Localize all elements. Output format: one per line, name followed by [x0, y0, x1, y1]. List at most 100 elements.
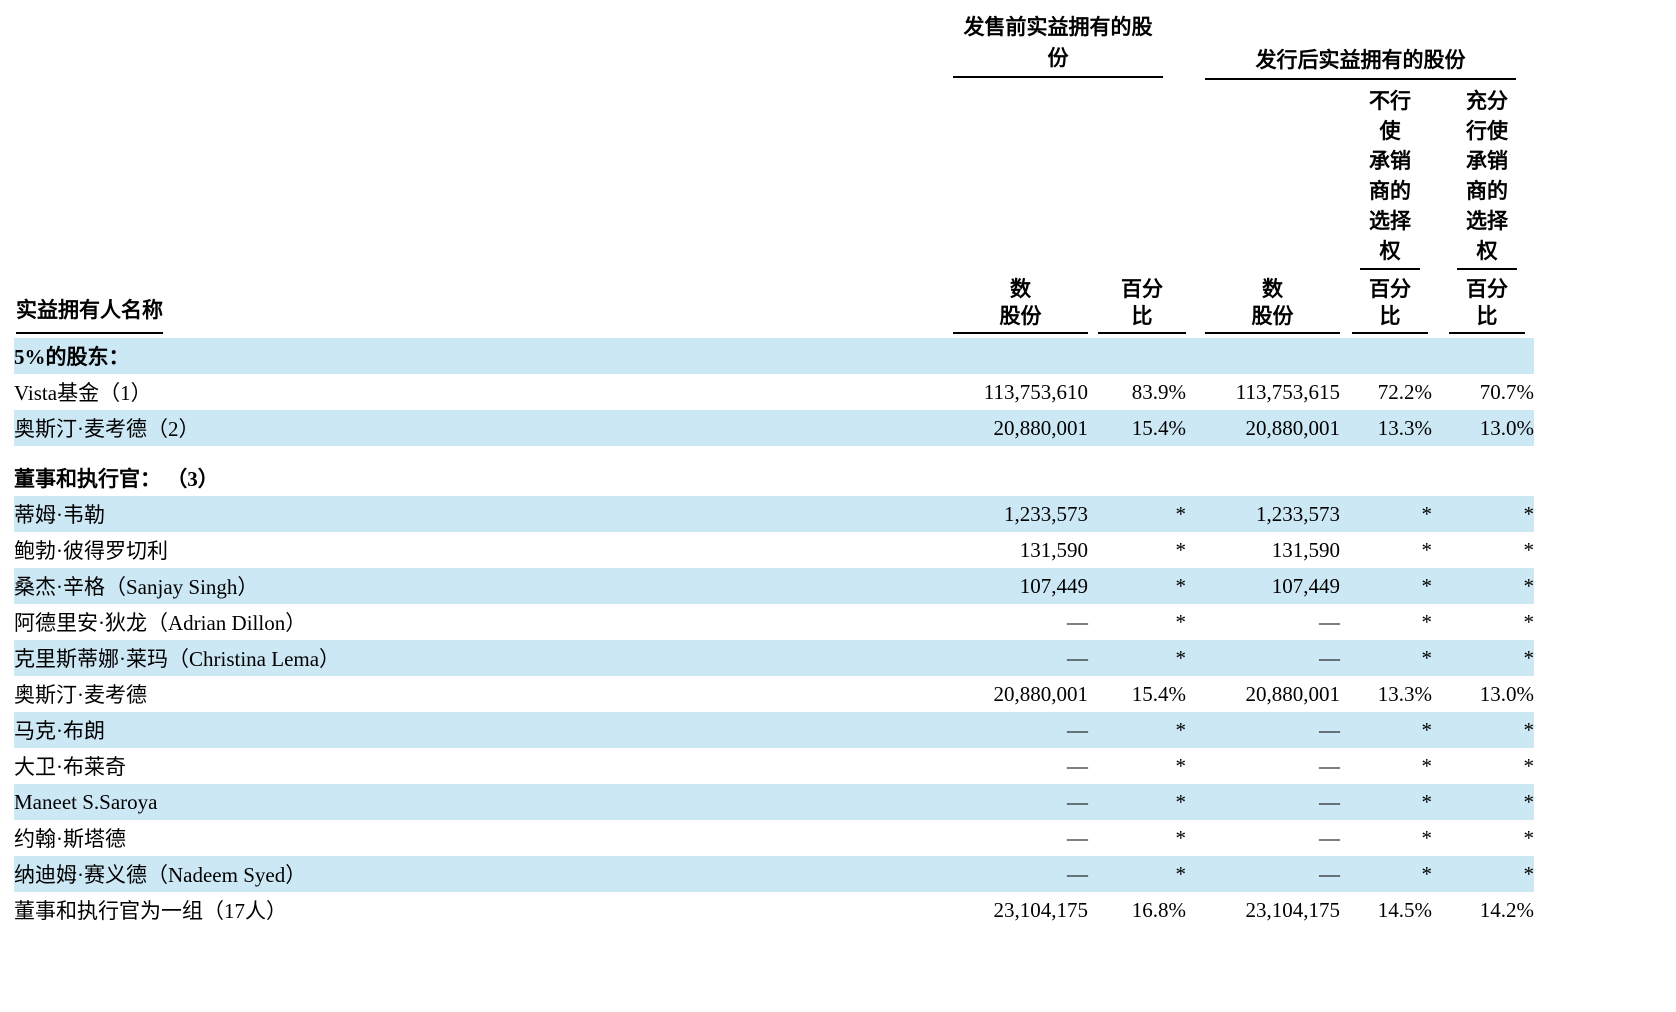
- no-exercise-percent-cell: *: [1421, 609, 1433, 634]
- owner-name-cell: 克里斯蒂娜·莱玛（Christina Lema）: [14, 640, 936, 676]
- shares-label-line: 股份: [999, 304, 1042, 328]
- pre-shares-cell: 131,590: [1019, 537, 1088, 562]
- no-exercise-percent-cell: *: [1340, 496, 1432, 532]
- full-exercise-percent-cell: *: [1432, 856, 1534, 892]
- table-row: 董事和执行官： （3）: [14, 460, 1534, 496]
- post-shares-cell: —: [1186, 784, 1340, 820]
- full-exercise-percent-cell: *: [1523, 609, 1535, 634]
- pre-shares-cell: —: [936, 712, 1088, 748]
- full-exercise-percent-cell: 13.0%: [1432, 410, 1534, 446]
- no-exercise-percent-cell: *: [1340, 640, 1432, 676]
- pre-shares-cell: 107,449: [936, 568, 1088, 604]
- table-row: 董事和执行官为一组（17人） 23,104,175 16.8% 23,104,1…: [14, 892, 1534, 928]
- spacer-row: [14, 446, 1534, 460]
- pre-shares-cell: 23,104,175: [993, 897, 1089, 922]
- owner-name-cell: 马克·布朗: [14, 712, 936, 748]
- table-row: 桑杰·辛格（Sanjay Singh） 107,449 * 107,449 * …: [14, 568, 1534, 604]
- table-row: 蒂姆·韦勒 1,233,573 * 1,233,573 * *: [14, 496, 1534, 532]
- post-shares-cell: —: [1319, 753, 1340, 778]
- full-exercise-percent-cell: 70.7%: [1479, 379, 1534, 404]
- pre-offering-group-line1: 发售前实益拥有的股: [963, 15, 1153, 39]
- full-exercise-line: 充分: [1466, 89, 1508, 113]
- post-shares-cell: —: [1319, 825, 1340, 850]
- post-offering-group-header: 发行后实益拥有的股份: [1205, 45, 1516, 80]
- no-exercise-line: 权: [1379, 239, 1401, 263]
- post-shares-cell: —: [1186, 856, 1340, 892]
- owner-name-cell: Vista基金（1）: [14, 381, 152, 405]
- table-row: 马克·布朗 — * — * *: [14, 712, 1534, 748]
- full-exercise-percent-cell: [1432, 338, 1534, 374]
- post-shares-cell: [1186, 338, 1340, 374]
- pre-percent-cell: *: [1088, 496, 1186, 532]
- no-exercise-percent-cell: 13.3%: [1377, 681, 1432, 706]
- no-exercise-percent-cell: *: [1421, 753, 1433, 778]
- pre-shares-cell: [936, 338, 1088, 374]
- full-exercise-percent-cell: 14.2%: [1479, 897, 1534, 922]
- no-exercise-percent-cell: *: [1421, 825, 1433, 850]
- owner-name-cell: 蒂姆·韦勒: [14, 496, 936, 532]
- percent-label-line: 比: [1379, 304, 1401, 328]
- owner-name-cell: 约翰·斯塔德: [14, 827, 126, 851]
- table-row: 约翰·斯塔德 — * — * *: [14, 820, 1534, 856]
- post-shares-cell: —: [1319, 609, 1340, 634]
- owner-name-cell: 董事和执行官： （3）: [14, 467, 219, 491]
- pre-percent-cell: *: [1175, 753, 1187, 778]
- post-shares-cell: 113,753,615: [1235, 379, 1340, 404]
- owner-name-cell: 阿德里安·狄龙（Adrian Dillon）: [14, 611, 307, 635]
- percent-label-line: 百分: [1121, 277, 1163, 301]
- pre-shares-cell: —: [1067, 609, 1088, 634]
- percent-label-line: 比: [1131, 304, 1153, 328]
- no-exercise-percent-cell: *: [1340, 856, 1432, 892]
- full-exercise-percent-cell: *: [1523, 537, 1535, 562]
- no-exercise-percent-column-header: 百分 比: [1352, 276, 1428, 334]
- full-exercise-percent-cell: [1432, 460, 1534, 496]
- post-shares-cell: 20,880,001: [1245, 681, 1341, 706]
- full-exercise-percent-cell: *: [1432, 784, 1534, 820]
- post-shares-cell: —: [1186, 712, 1340, 748]
- pre-shares-cell: —: [936, 784, 1088, 820]
- post-shares-cell: 20,880,001: [1186, 410, 1340, 446]
- full-exercise-line: 权: [1476, 239, 1498, 263]
- no-exercise-line: 选择: [1369, 209, 1411, 233]
- table-row: 奥斯汀·麦考德 20,880,001 15.4% 20,880,001 13.3…: [14, 676, 1534, 712]
- table-row: Maneet S.Saroya — * — * *: [14, 784, 1534, 820]
- owner-name-cell: 5%的股东：: [14, 338, 936, 374]
- owner-name-cell: 奥斯汀·麦考德: [14, 683, 147, 707]
- post-shares-column-header: 数 股份: [1205, 276, 1340, 334]
- shares-label-line: 数: [1262, 277, 1283, 301]
- no-exercise-line: 承销: [1369, 149, 1411, 173]
- table-row: 5%的股东：: [14, 338, 1534, 374]
- pre-shares-cell: —: [1067, 825, 1088, 850]
- owner-name-cell: 鲍勃·彼得罗切利: [14, 539, 168, 563]
- no-exercise-percent-cell: 14.5%: [1377, 897, 1432, 922]
- full-exercise-line: 商的: [1466, 179, 1508, 203]
- full-exercise-percent-cell: 13.0%: [1479, 681, 1534, 706]
- no-exercise-line: 不行: [1369, 89, 1411, 113]
- owner-name-cell: 奥斯汀·麦考德（2）: [14, 410, 936, 446]
- full-exercise-percent-cell: *: [1523, 753, 1535, 778]
- owner-name-column-header: 实益拥有人名称: [16, 294, 163, 334]
- full-exercise-option-header: 充分 行使 承销 商的 选择 权: [1457, 86, 1517, 270]
- post-shares-cell: —: [1186, 640, 1340, 676]
- pre-percent-cell: 15.4%: [1131, 681, 1186, 706]
- percent-label-line: 百分: [1369, 277, 1411, 301]
- pre-percent-cell: 83.9%: [1131, 379, 1186, 404]
- shares-label-line: 股份: [1251, 304, 1294, 328]
- no-exercise-line: 使: [1379, 119, 1401, 143]
- pre-shares-cell: —: [936, 856, 1088, 892]
- owner-name-cell: 大卫·布莱奇: [14, 755, 126, 779]
- pre-percent-cell: *: [1088, 640, 1186, 676]
- full-exercise-line: 选择: [1466, 209, 1508, 233]
- owner-name-cell: 董事和执行官为一组（17人）: [14, 899, 287, 923]
- full-exercise-percent-cell: *: [1432, 568, 1534, 604]
- owner-name-cell: 桑杰·辛格（Sanjay Singh）: [14, 568, 936, 604]
- table-row: 大卫·布莱奇 — * — * *: [14, 748, 1534, 784]
- percent-label-line: 百分: [1466, 277, 1508, 301]
- pre-shares-cell: [936, 460, 1088, 496]
- no-exercise-percent-cell: *: [1340, 712, 1432, 748]
- post-shares-cell: [1186, 460, 1340, 496]
- pre-percent-cell: *: [1175, 609, 1187, 634]
- post-shares-cell: 131,590: [1271, 537, 1340, 562]
- no-exercise-option-header: 不行 使 承销 商的 选择 权: [1360, 86, 1420, 270]
